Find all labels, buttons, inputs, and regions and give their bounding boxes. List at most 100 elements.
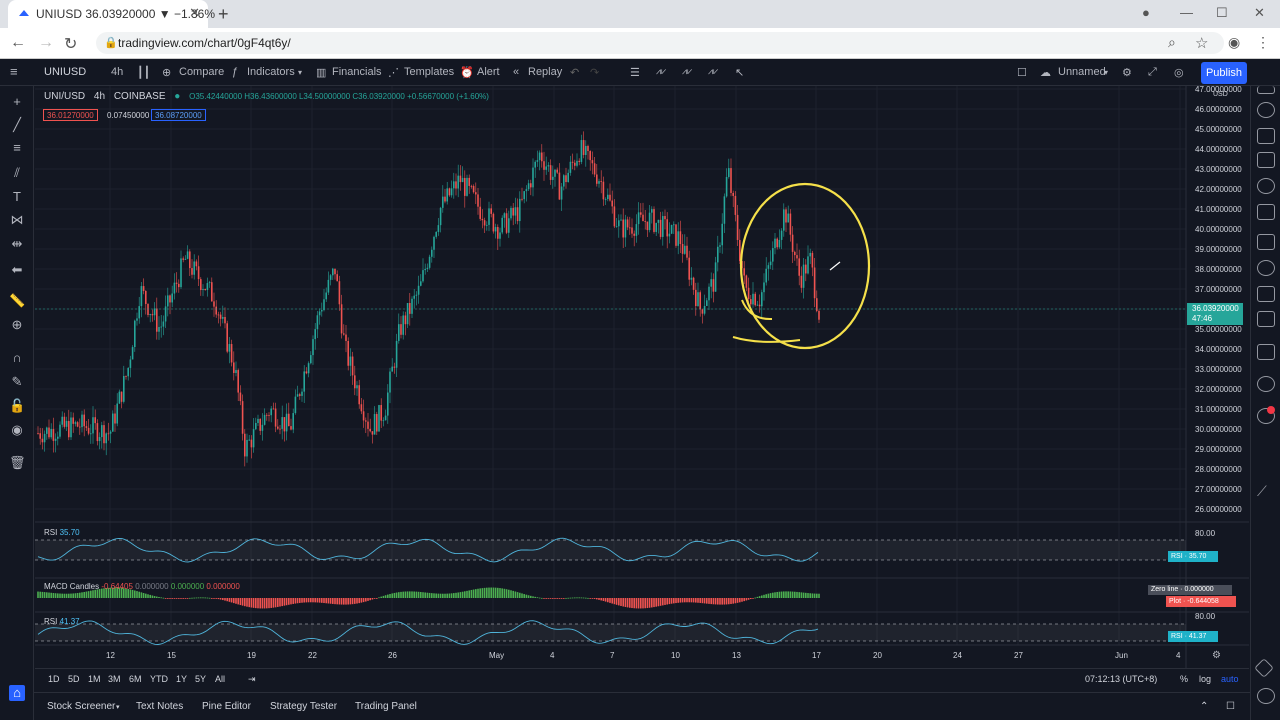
screener-chevron-icon[interactable]: ▾ xyxy=(116,704,120,711)
maximize-icon[interactable]: ☐ xyxy=(1216,5,1228,20)
tab-pine-editor[interactable]: Pine Editor xyxy=(202,701,251,712)
prediction-icon[interactable]: ⇹ xyxy=(11,236,23,251)
publish-button[interactable]: Publish xyxy=(1201,62,1247,84)
templates-button[interactable]: Templates xyxy=(404,66,455,78)
range-6m[interactable]: 6M xyxy=(129,674,142,684)
horizontal-lines-icon[interactable]: ≡ xyxy=(13,140,21,155)
settings-gear-icon[interactable]: ⚙ xyxy=(1122,67,1132,79)
stay-drawing-icon[interactable]: ✎ xyxy=(11,374,23,389)
watchlist-icon[interactable] xyxy=(1257,86,1275,94)
streams-icon[interactable] xyxy=(1257,344,1275,360)
menu-icon[interactable]: ≡ xyxy=(10,64,18,79)
auto-toggle[interactable]: auto xyxy=(1221,674,1239,684)
chevron-down-icon[interactable]: ▾ xyxy=(298,68,303,77)
calendar-icon[interactable] xyxy=(1257,234,1275,250)
range-5d[interactable]: 5D xyxy=(68,674,80,684)
tab-text-notes[interactable]: Text Notes xyxy=(136,701,184,712)
broadcast-icon[interactable] xyxy=(1257,376,1275,392)
window-close-icon[interactable]: ✕ xyxy=(1254,5,1265,20)
trendline-icon[interactable]: ╱ xyxy=(13,117,21,132)
indicators-button[interactable]: Indicators xyxy=(247,66,295,78)
layout-chevron-icon[interactable]: ▾ xyxy=(1104,68,1109,77)
collapse-panel-icon[interactable]: ⌃ xyxy=(1200,701,1209,712)
data-window-icon[interactable] xyxy=(1257,128,1275,144)
hotlist-icon[interactable] xyxy=(1257,152,1275,168)
replay-button[interactable]: Replay xyxy=(528,66,563,78)
minimize-icon[interactable]: — xyxy=(1180,5,1193,20)
fullscreen-icon[interactable]: ⤢ xyxy=(1148,66,1157,78)
pattern-tool-2-icon[interactable]: ⩘⩗ xyxy=(682,66,693,76)
clock-timezone[interactable]: 07:12:13 (UTC+8) xyxy=(1085,674,1158,684)
range-3m[interactable]: 3M xyxy=(108,674,121,684)
interval-button[interactable]: 4h xyxy=(111,66,124,78)
range-5y[interactable]: 5Y xyxy=(195,674,207,684)
extension-icon[interactable]: ◉ xyxy=(1228,34,1241,50)
news-icon[interactable] xyxy=(1257,204,1275,220)
financials-button[interactable]: Financials xyxy=(332,66,382,78)
trash-icon[interactable]: 🗑 xyxy=(9,455,26,470)
redo-icon[interactable]: ↷ xyxy=(590,67,600,79)
help-icon[interactable] xyxy=(1257,688,1275,704)
zoom-in-icon[interactable]: ⊕ xyxy=(11,317,23,332)
new-tab-icon[interactable]: + xyxy=(218,4,229,24)
object-tree-icon[interactable]: ⌂ xyxy=(9,685,25,701)
account-icon[interactable]: ● xyxy=(1142,5,1150,20)
macd-bar xyxy=(323,598,325,604)
time-settings-icon[interactable]: ⚙ xyxy=(1212,650,1221,661)
bookmark-star-icon[interactable]: ☆ xyxy=(1195,35,1209,52)
url-field[interactable]: 🔒 tradingview.com/chart/0gF4qt6y/ xyxy=(96,32,1224,54)
calendar-clock-icon[interactable] xyxy=(1257,178,1275,194)
lock-drawings-icon[interactable]: 🔓 xyxy=(9,398,26,413)
range-1d[interactable]: 1D xyxy=(48,674,60,684)
range-ytd[interactable]: YTD xyxy=(150,674,168,684)
back-arrow-icon[interactable]: ⬅ xyxy=(11,262,23,277)
magnet-icon[interactable]: ∩ xyxy=(12,350,22,365)
browser-tab[interactable]: UNIUSD 36.03920000 ▼ −1.36% ✕ xyxy=(8,0,215,28)
crosshair-icon[interactable]: + xyxy=(13,94,21,109)
ask-price-box[interactable]: 36.08720000 xyxy=(151,109,206,121)
tab-trading-panel[interactable]: Trading Panel xyxy=(355,701,417,712)
ideas-bulb-icon[interactable] xyxy=(1257,260,1275,276)
log-toggle[interactable]: log xyxy=(1199,674,1212,684)
undo-icon[interactable]: ↶ xyxy=(570,67,580,79)
pattern-tool-1-icon[interactable]: ⩘⩗ xyxy=(656,66,667,76)
chats-icon[interactable] xyxy=(1257,311,1275,327)
scripts-icon[interactable] xyxy=(1257,286,1275,302)
pitchfork-icon[interactable]: ⫽ xyxy=(14,165,20,180)
expand-icon[interactable]: ⟋ xyxy=(1257,483,1267,499)
text-tool-icon[interactable]: T xyxy=(13,189,21,204)
camera-icon[interactable]: ◎ xyxy=(1174,67,1184,79)
layout-name[interactable]: Unnamed xyxy=(1058,66,1106,78)
zoom-icon[interactable]: ⌕ xyxy=(1168,34,1176,50)
maximize-panel-icon[interactable]: ☐ xyxy=(1226,701,1235,712)
tab-stock-screener[interactable]: Stock Screener xyxy=(47,701,116,712)
range-1y[interactable]: 1Y xyxy=(176,674,188,684)
tab-close-icon[interactable]: ✕ xyxy=(189,5,200,20)
cursor-icon[interactable]: ↖ xyxy=(735,67,745,79)
tab-strategy-tester[interactable]: Strategy Tester xyxy=(270,701,338,712)
browser-menu-icon[interactable]: ⋮ xyxy=(1256,34,1270,50)
candle-body xyxy=(644,221,646,222)
toolbar-list-icon[interactable]: ☰ xyxy=(630,67,640,79)
forward-icon[interactable]: → xyxy=(38,34,54,51)
compare-button[interactable]: Compare xyxy=(179,66,225,78)
layout-square-icon[interactable]: ☐ xyxy=(1017,67,1027,79)
bid-price-box[interactable]: 36.01270000 xyxy=(43,109,98,121)
symbol-search[interactable]: UNIUSD xyxy=(44,66,87,78)
alert-button[interactable]: Alert xyxy=(477,66,500,78)
back-icon[interactable]: ← xyxy=(10,34,26,51)
eye-icon[interactable]: ◉ xyxy=(11,422,23,437)
notifications-icon[interactable] xyxy=(1257,408,1275,424)
pattern-icon[interactable]: ⋈ xyxy=(10,212,24,227)
range-1m[interactable]: 1M xyxy=(88,674,101,684)
reload-icon[interactable]: ↻ xyxy=(64,36,78,53)
range-all[interactable]: All xyxy=(215,674,226,684)
pattern-tool-3-icon[interactable]: ⩘⩗ xyxy=(708,66,719,76)
legend-pair[interactable]: UNI/USD xyxy=(44,91,86,102)
alerts-clock-icon[interactable] xyxy=(1257,102,1275,118)
ruler-icon[interactable]: 📏 xyxy=(9,293,26,308)
goto-date-icon[interactable]: ⇥ xyxy=(248,674,256,684)
chart-style-icon[interactable]: ┃┃ xyxy=(137,67,151,79)
percent-toggle[interactable]: % xyxy=(1180,674,1189,684)
